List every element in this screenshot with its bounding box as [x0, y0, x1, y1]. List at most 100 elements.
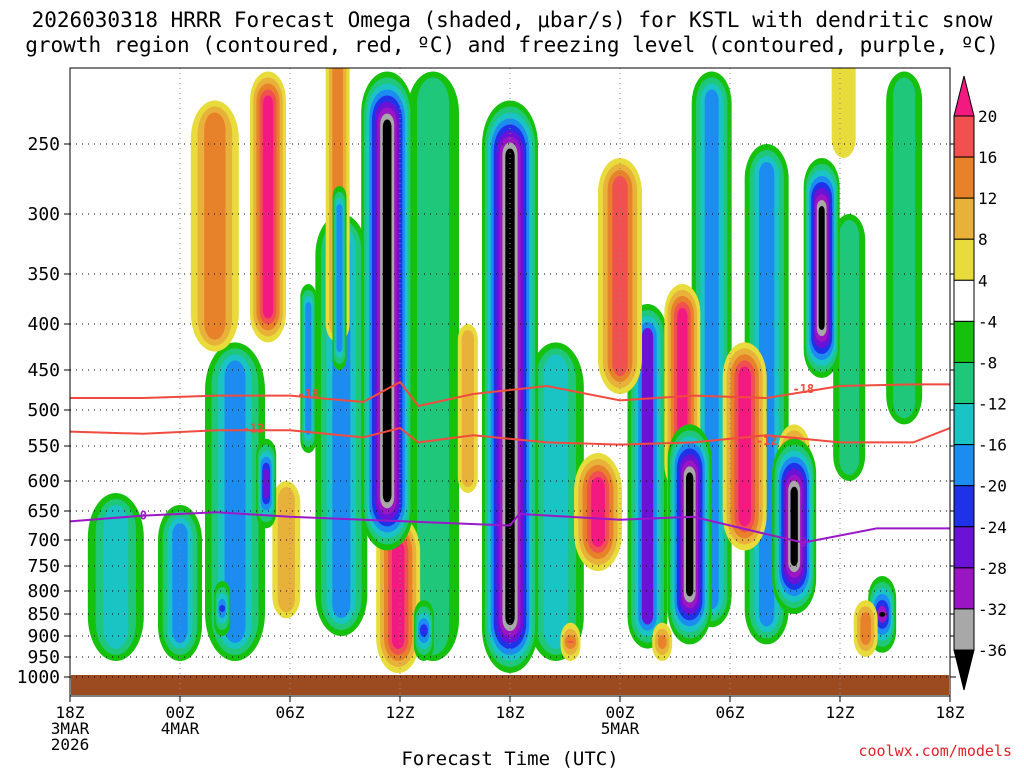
colorbar-swatch-8: [953, 403, 975, 446]
title-line-2: growth region (contoured, red, ºC) and f…: [25, 33, 999, 57]
colorbar-label-8: -16: [978, 436, 1007, 455]
green-area-e-level-7: [417, 77, 449, 655]
x-tick-label-6-1: 4MAR: [161, 719, 200, 738]
y-tick-label-800: 800: [27, 581, 60, 602]
green-area-f: [527, 342, 584, 661]
core-e: [803, 158, 840, 378]
sink-d-level-0: [391, 540, 405, 649]
colorbar-label-4: 4: [978, 271, 988, 290]
y-tick-label-250: 250: [27, 134, 60, 155]
y-axis: 2503003504004505005506006507007508008509…: [17, 134, 956, 688]
sink-l-level-2: [860, 612, 871, 645]
y-tick-label-550: 550: [27, 436, 60, 457]
colorbar-swatch-14: [953, 649, 975, 691]
colorbar-label-12: -32: [978, 600, 1007, 619]
contour-label--12-1: -12: [756, 434, 778, 448]
y-tick-label-850: 850: [27, 604, 60, 625]
y-tick-label-400: 400: [27, 314, 60, 335]
y-tick-label-450: 450: [27, 360, 60, 381]
core-j: [332, 186, 347, 370]
contour-0: [70, 511, 950, 544]
contour-label--12-0: -12: [242, 422, 264, 436]
green-area-j-level-7: [893, 77, 916, 419]
core-f: [256, 438, 277, 529]
x-tick-label-6-0: 00Z: [166, 703, 195, 722]
sink-e-level-3: [461, 330, 474, 487]
colorbar-swatch-4: [953, 238, 975, 281]
colorbar-swatch-2: [953, 156, 975, 199]
y-tick-label-500: 500: [27, 400, 60, 421]
contour-label--18-0: -18: [297, 387, 319, 401]
x-tick-label-30-0: 00Z: [606, 703, 635, 722]
x-tick-label-12-0: 06Z: [276, 703, 305, 722]
colorbar-label-1: 16: [978, 148, 997, 167]
x-axis-label: Forecast Time (UTC): [401, 748, 618, 768]
colorbar-label-9: -20: [978, 477, 1007, 496]
green-area-k-level-14: [879, 612, 886, 617]
y-tick-label-650: 650: [27, 501, 60, 522]
sink-m: [272, 481, 301, 619]
colorbar: 20 16 12 8 4 -4 -8 -12 -16 -20 -24 -28 -32 -36: [953, 75, 1007, 691]
y-tick-label-1000: 1000: [17, 667, 60, 688]
sink-e: [457, 324, 478, 493]
sink-k: [831, 68, 856, 158]
sink-n: [560, 622, 581, 661]
colorbar-label-10: -24: [978, 518, 1007, 537]
sink-d: [376, 516, 421, 673]
green-area-l-level-7: [839, 220, 860, 475]
colorbar-label-11: -28: [978, 559, 1007, 578]
x-tick-label-0-0: 18Z: [56, 703, 85, 722]
colorbar-swatch-6: [953, 320, 975, 363]
contour--12: [70, 426, 950, 446]
green-area-c: [205, 342, 265, 661]
core-e-level-14: [818, 206, 825, 330]
colorbar-swatch-12: [953, 567, 975, 610]
core-c: [667, 424, 712, 645]
core-c-level-14: [686, 472, 694, 597]
colorbar-swatch-13: [953, 608, 975, 651]
core-j-level-9: [336, 204, 343, 352]
ground-layer: [71, 675, 949, 695]
colorbar-label-0: 20: [978, 107, 997, 126]
x-tick-label-0-2: 2026: [51, 735, 90, 754]
sink-n-level-1: [567, 640, 574, 643]
colorbar-label-13: -36: [978, 641, 1007, 660]
sink-g-level-1: [612, 176, 628, 376]
contour-label-0-0: 0: [140, 509, 147, 523]
sink-o: [652, 622, 673, 661]
colorbar-label-7: -12: [978, 395, 1007, 414]
sink-a: [190, 100, 239, 352]
colorbar-label-3: 8: [978, 230, 988, 249]
ground-fill: [71, 675, 949, 695]
contour--18: [70, 380, 950, 408]
sink-a-level-2: [204, 112, 226, 340]
colorbar-swatch-9: [953, 444, 975, 487]
x-tick-label-42-0: 12Z: [826, 703, 855, 722]
y-tick-label-950: 950: [27, 647, 60, 668]
core-i-level-9: [305, 302, 312, 435]
y-tick-label-600: 600: [27, 471, 60, 492]
green-area-l: [833, 214, 866, 481]
colorbar-swatch-5: [953, 279, 975, 322]
chart-title: 2026030318 HRRR Forecast Omega (shaded, …: [0, 8, 1024, 58]
colorbar-swatch-11: [953, 526, 975, 569]
x-tick-label-30-1: 5MAR: [601, 719, 640, 738]
colorbar-label-6: -8: [978, 353, 997, 372]
colorbar-swatch-0: [953, 75, 975, 117]
y-tick-label-900: 900: [27, 626, 60, 647]
core-a-level-14: [382, 119, 392, 503]
sink-o-level-2: [657, 634, 667, 649]
contour-labels: -18 -18 -12 -12 0 0: [140, 382, 814, 549]
colorbar-swatch-1: [953, 115, 975, 158]
sink-i-level-0: [738, 366, 751, 527]
omega-shading: [87, 68, 923, 673]
core-f-level-11: [263, 468, 270, 499]
core-h: [413, 600, 434, 661]
core-g: [214, 581, 231, 636]
sink-g: [598, 158, 642, 394]
colorbar-swatch-10: [953, 485, 975, 528]
y-tick-label-300: 300: [27, 204, 60, 225]
core-h-level-11: [420, 630, 427, 631]
